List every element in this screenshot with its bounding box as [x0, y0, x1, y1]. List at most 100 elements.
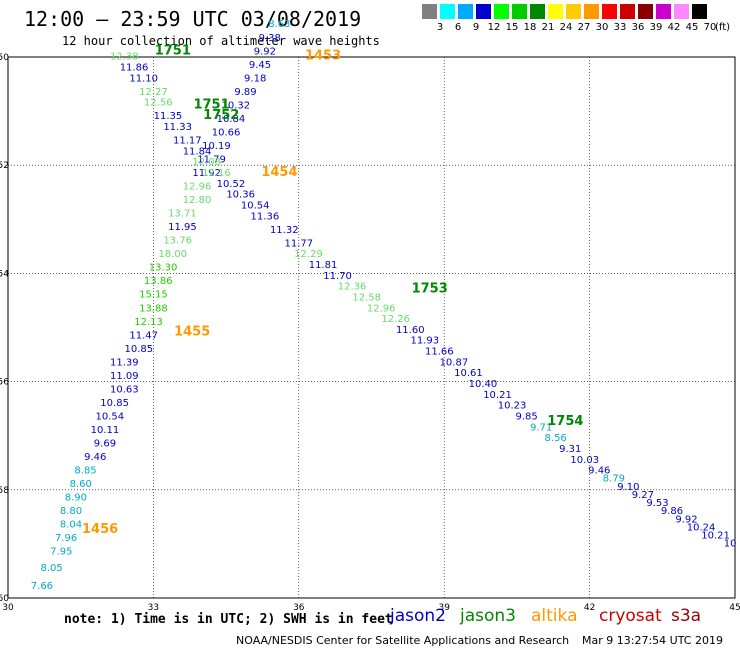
scale-label: 42 — [667, 22, 681, 33]
scale-label: 15 — [505, 22, 519, 33]
swh-value-track-a: 11.79 — [197, 154, 226, 165]
scale-swatch — [440, 4, 455, 19]
swh-value-track-a: 12.13 — [134, 317, 163, 328]
scale-label: 12 — [487, 22, 501, 33]
swh-value-track-b: 11.10 — [129, 73, 158, 84]
lat-tick-label: -56 — [0, 378, 9, 388]
swh-value-track-b: 11.33 — [163, 122, 192, 133]
time-label: 1454 — [261, 165, 297, 180]
swh-value-track-b: 10.87 — [440, 357, 469, 368]
swh-value-track-a: 9.45 — [249, 60, 271, 71]
swh-value-track-b: 12.56 — [144, 98, 173, 109]
swh-value-track-a: 9.92 — [254, 46, 276, 57]
swh-value-track-a: 12.80 — [183, 195, 212, 206]
swh-value-track-a: 18.00 — [158, 249, 187, 260]
scale-label: 3 — [436, 22, 444, 33]
swh-value-track-b: 12.29 — [294, 249, 323, 260]
scale-label: 70 — [703, 22, 717, 33]
swh-value-track-b: 12.38 — [110, 52, 139, 63]
time-label: 1754 — [547, 414, 583, 429]
swh-value-track-b: 10 — [724, 539, 737, 550]
scale-swatch — [494, 4, 509, 19]
scale-swatch — [422, 4, 437, 19]
swh-value-track-b: 9.53 — [646, 498, 668, 509]
scale-swatch — [656, 4, 671, 19]
scale-swatch — [476, 4, 491, 19]
time-label: 1455 — [174, 325, 210, 340]
scale-label: 6 — [454, 22, 462, 33]
lon-tick-label: 30 — [2, 603, 14, 613]
swh-value-track-b: 11.32 — [270, 225, 299, 236]
swh-value-track-a: 13.30 — [149, 263, 178, 274]
lon-tick-label: 39 — [438, 603, 450, 613]
swh-value-track-a: 10.11 — [91, 425, 120, 436]
timestamp: Mar 9 13:27:54 UTC 2019 — [582, 634, 723, 647]
swh-value-track-a: 9.18 — [244, 73, 266, 84]
swh-value-track-a: 7.95 — [50, 547, 72, 558]
swh-value-track-b: 9.46 — [588, 466, 610, 477]
scale-label: 30 — [595, 22, 609, 33]
swh-value-track-b: 10.03 — [570, 455, 599, 466]
swh-value-track-a: 10.85 — [100, 398, 129, 409]
swh-value-track-b: 10.54 — [241, 200, 270, 211]
time-label: 1751 — [155, 43, 191, 58]
swh-value-track-b: 9.10 — [617, 482, 639, 493]
lat-tick-label: -58 — [0, 486, 9, 496]
swh-value-track-a: 12.96 — [183, 182, 212, 193]
scale-label: 39 — [649, 22, 663, 33]
scale-swatch — [674, 4, 689, 19]
swh-value-track-b: 12.26 — [381, 314, 410, 325]
credit-text: NOAA/NESDIS Center for Satellite Applica… — [236, 634, 570, 647]
swh-value-track-a: 8.90 — [65, 493, 87, 504]
swh-value-track-b: 12.96 — [367, 303, 396, 314]
lon-tick-label: 33 — [148, 603, 159, 613]
swh-value-track-b: 11.93 — [410, 336, 439, 347]
lon-tick-label: 42 — [584, 603, 595, 613]
swh-value-track-b: 11.86 — [120, 63, 149, 74]
scale-label: 27 — [577, 22, 591, 33]
swh-value-track-a: 13.86 — [144, 276, 173, 287]
scale-swatch — [530, 4, 545, 19]
swh-value-track-a: 13.88 — [139, 303, 168, 314]
swh-value-track-b: 12.16 — [202, 168, 231, 179]
swh-value-track-b: 11.81 — [309, 260, 338, 271]
swh-value-track-b: 12.08 — [192, 157, 221, 168]
swh-value-track-a: 8.85 — [74, 466, 96, 477]
lat-tick-label: -60 — [0, 594, 9, 604]
swh-value-track-a: 10.54 — [95, 411, 124, 422]
swh-value-track-a: 10.84 — [217, 114, 246, 125]
swh-value-track-b: 12.58 — [352, 292, 381, 303]
swh-value-track-b: 11.36 — [251, 211, 280, 222]
swh-value-track-a: 9.46 — [84, 452, 106, 463]
satellite-jason3: jason3 — [460, 606, 516, 626]
swh-value-track-a: 8.04 — [60, 520, 82, 531]
swh-value-track-b: 11.17 — [173, 136, 202, 147]
scale-label: 9 — [472, 22, 480, 33]
swh-value-track-a: 13.76 — [163, 236, 192, 247]
scale-swatch — [548, 4, 563, 19]
swh-value-track-b: 10.61 — [454, 368, 483, 379]
swh-value-track-a: 13.71 — [168, 209, 197, 220]
scale-label: 36 — [631, 22, 645, 33]
swh-value-track-a: 11.39 — [110, 357, 139, 368]
swh-value-track-b: 9.31 — [559, 444, 581, 455]
swh-value-track-b: 9.86 — [661, 506, 683, 517]
lat-tick-label: -54 — [0, 269, 9, 279]
satellite-s3a: s3a — [671, 606, 702, 626]
swh-value-track-b: 9.85 — [515, 411, 537, 422]
scale-label: 18 — [523, 22, 537, 33]
scale-swatch — [638, 4, 653, 19]
swh-value-track-b: 10.24 — [687, 522, 716, 533]
time-label: 1752 — [203, 108, 239, 123]
swh-value-track-b: 8.56 — [545, 433, 567, 444]
swh-value-track-b: 10.21 — [701, 530, 730, 541]
satellite-altika: altika — [531, 606, 578, 626]
note-text: note: 1) Time is in UTC; 2) SWH is in fe… — [64, 612, 393, 627]
swh-value-track-a: 10.19 — [202, 141, 231, 152]
swh-value-track-b: 10.40 — [469, 379, 498, 390]
scale-unit: (ft) — [715, 22, 731, 33]
swh-value-track-a: 9.89 — [234, 87, 256, 98]
scale-label: 21 — [541, 22, 555, 33]
time-label: 1751 — [193, 97, 229, 112]
